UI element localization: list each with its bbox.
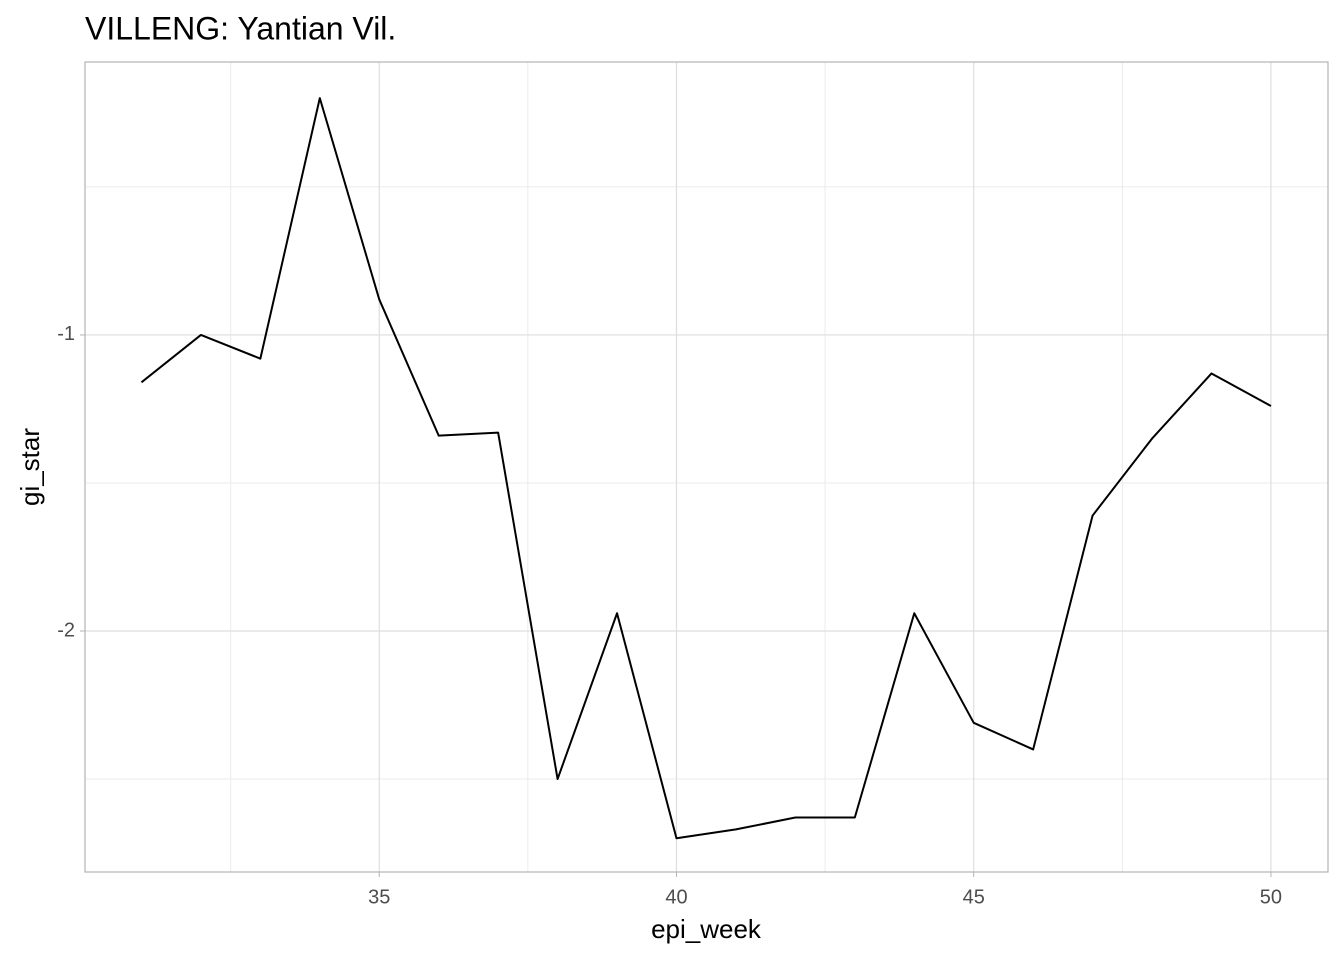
x-axis-title: epi_week — [651, 914, 762, 944]
chart-title: VILLENG: Yantian Vil. — [85, 10, 396, 46]
x-tick-label: 50 — [1260, 886, 1282, 908]
x-tick-label: 35 — [368, 886, 390, 908]
panel-border — [84, 61, 1329, 873]
y-tick-label: -2 — [57, 619, 75, 641]
x-tick-label: 45 — [963, 886, 985, 908]
y-axis-title: gi_star — [15, 428, 45, 506]
data-line — [140, 97, 1272, 840]
y-tick-label: -1 — [57, 323, 75, 345]
x-tick-label: 40 — [665, 886, 687, 908]
